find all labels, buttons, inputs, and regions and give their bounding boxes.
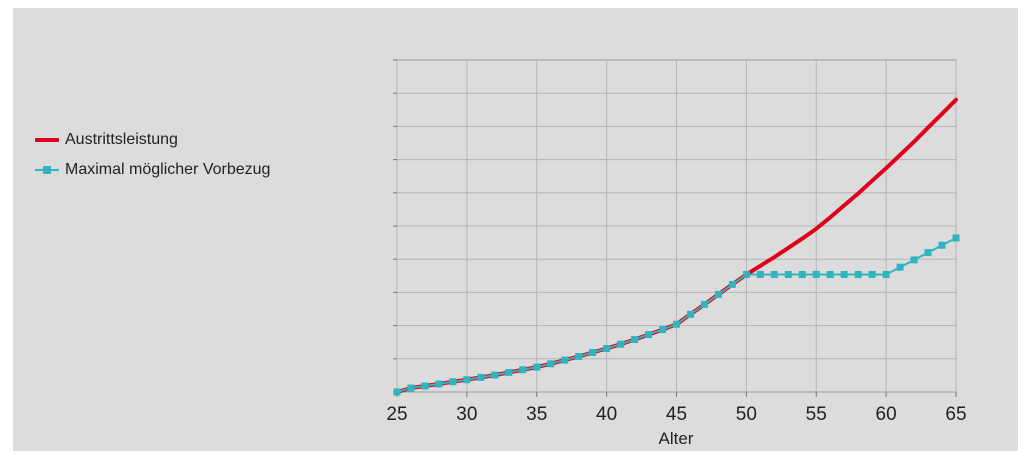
tick-label-x: 45 xyxy=(666,404,687,425)
tick-label-x: 30 xyxy=(456,404,477,425)
data-point-vorbezug xyxy=(714,290,722,298)
data-point-vorbezug xyxy=(505,368,513,376)
data-point-vorbezug xyxy=(589,348,597,356)
legend: Austrittsleistung Maximal möglicher Vorb… xyxy=(35,128,270,188)
data-point-vorbezug xyxy=(952,234,960,242)
legend-label: Maximal möglicher Vorbezug xyxy=(65,161,271,178)
data-point-vorbezug xyxy=(798,270,806,278)
data-point-vorbezug xyxy=(547,360,555,368)
line-chart: 25 30 35 40 45 50 55 60 65 Alter xyxy=(386,59,967,448)
data-point-vorbezug xyxy=(728,280,736,288)
data-point-vorbezug xyxy=(868,270,876,278)
legend-item-vorbezug: Maximal möglicher Vorbezug xyxy=(35,158,270,182)
data-point-vorbezug xyxy=(561,356,569,364)
data-point-vorbezug xyxy=(533,363,541,371)
data-point-vorbezug xyxy=(603,345,611,353)
data-point-vorbezug xyxy=(407,384,415,392)
legend-label: Austrittsleistung xyxy=(65,131,178,148)
data-point-vorbezug xyxy=(673,320,680,328)
series-layer xyxy=(393,97,960,396)
data-point-vorbezug xyxy=(924,249,932,257)
tick-label-x: 65 xyxy=(945,404,966,425)
data-point-vorbezug xyxy=(882,270,890,278)
data-point-vorbezug xyxy=(770,270,778,278)
data-point-vorbezug xyxy=(784,270,792,278)
data-point-vorbezug xyxy=(491,371,499,379)
data-point-vorbezug xyxy=(631,336,639,344)
x-axis-ticks: 25 30 35 40 45 50 55 60 65 xyxy=(386,392,967,425)
data-point-vorbezug xyxy=(700,300,708,308)
data-point-vorbezug xyxy=(938,241,946,249)
data-point-vorbezug xyxy=(812,270,820,278)
chart-panel: 25 30 35 40 45 50 55 60 65 Alter Austrittsleistu… xyxy=(13,8,1018,451)
data-point-vorbezug xyxy=(742,270,750,278)
tick-label-x: 50 xyxy=(736,404,757,425)
data-point-vorbezug xyxy=(686,310,694,318)
legend-swatch-red xyxy=(35,134,59,146)
legend-swatch-teal xyxy=(35,164,59,176)
data-point-vorbezug xyxy=(659,326,667,334)
data-point-vorbezug xyxy=(896,263,904,271)
tick-label-x: 40 xyxy=(596,404,617,425)
tick-label-x: 55 xyxy=(806,404,827,425)
data-point-vorbezug xyxy=(645,331,653,339)
data-point-vorbezug xyxy=(826,270,834,278)
data-point-vorbezug xyxy=(449,378,457,386)
x-axis-title: Alter xyxy=(659,429,694,448)
data-point-vorbezug xyxy=(840,270,848,278)
y-axis-ticks xyxy=(393,59,397,393)
data-point-vorbezug xyxy=(854,270,862,278)
tick-label-x: 35 xyxy=(526,404,547,425)
legend-item-austrittsleistung: Austrittsleistung xyxy=(35,128,270,152)
data-point-vorbezug xyxy=(393,388,401,396)
data-point-vorbezug xyxy=(575,352,583,360)
data-point-vorbezug xyxy=(910,256,918,264)
data-point-vorbezug xyxy=(519,366,527,374)
tick-label-x: 60 xyxy=(876,404,897,425)
data-point-vorbezug xyxy=(435,380,443,388)
tick-label-x: 25 xyxy=(386,404,407,425)
data-point-vorbezug xyxy=(756,270,764,278)
data-point-vorbezug xyxy=(463,376,471,384)
data-point-vorbezug xyxy=(477,373,485,381)
data-point-vorbezug xyxy=(617,340,625,348)
data-point-vorbezug xyxy=(421,382,429,390)
